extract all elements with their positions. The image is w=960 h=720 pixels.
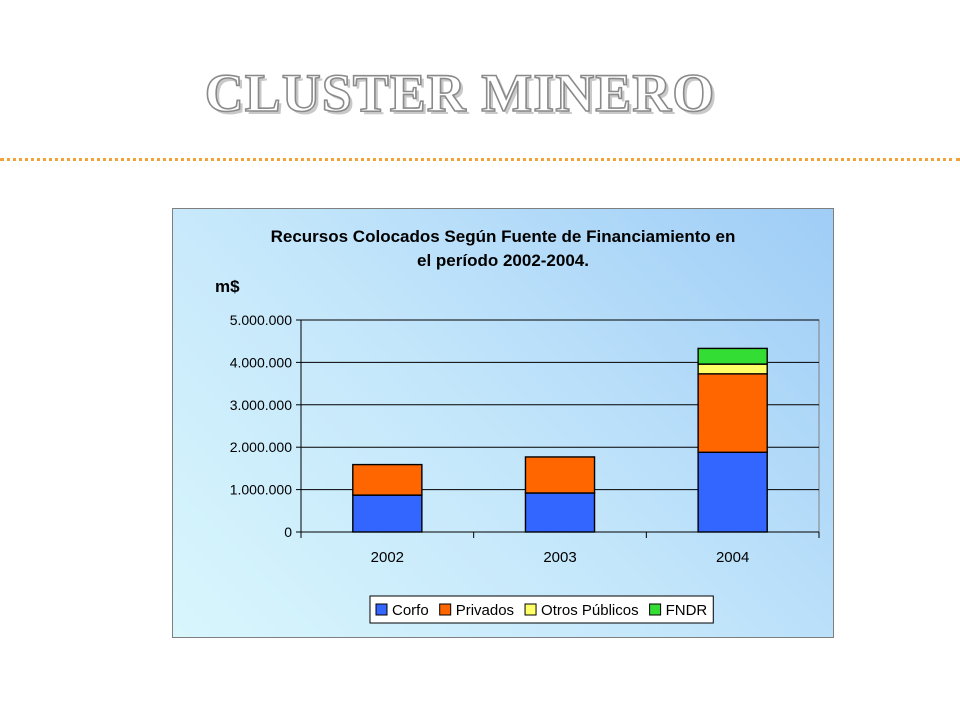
y-tick-label: 3.000.000 [230, 397, 292, 413]
chart-title-line1: Recursos Colocados Según Fuente de Finan… [271, 227, 736, 246]
y-tick-label: 4.000.000 [230, 354, 292, 370]
slide-title: CLUSTER MINERO [204, 62, 716, 124]
x-tick-label: 2002 [371, 549, 404, 566]
stacked-bar-chart: Recursos Colocados Según Fuente de Finan… [215, 227, 820, 624]
bar-privados-2003 [524, 456, 596, 494]
bar-privados-2004 [697, 373, 768, 453]
legend-swatch-privados [439, 603, 452, 616]
legend-swatch-corfo [375, 603, 388, 616]
chart-container: Recursos Colocados Según Fuente de Finan… [172, 208, 834, 638]
y-axis-label: m$ [215, 277, 240, 296]
bar-privados-2002 [352, 463, 423, 496]
legend-label-otros-p-blicos: Otros Públicos [541, 602, 639, 619]
y-tick-label: 0 [284, 524, 292, 540]
dotted-divider [0, 158, 960, 161]
legend-label-fndr: FNDR [666, 602, 708, 619]
legend-swatch-fndr [649, 603, 662, 616]
y-tick-label: 2.000.000 [230, 439, 292, 455]
bar-corfo-2004 [697, 451, 768, 533]
x-tick-label: 2004 [716, 549, 749, 566]
bar-corfo-2003 [524, 492, 596, 533]
chart-title-line2: el período 2002-2004. [417, 251, 589, 270]
legend-label-privados: Privados [456, 602, 514, 619]
y-tick-label: 5.000.000 [230, 312, 292, 328]
bar-fndr-2004 [697, 347, 768, 365]
plot-area: 0 1.000.000 2.000.000 3.000.000 4.000.000 5.0… [230, 312, 820, 566]
legend-swatch-otros-p-blicos [524, 603, 537, 616]
bar-otros-p-blicos-2004 [697, 363, 768, 375]
legend-label-corfo: Corfo [392, 602, 429, 619]
bar-corfo-2002 [352, 494, 423, 533]
x-tick-label: 2003 [543, 549, 576, 566]
legend: Corfo Privados Otros Públicos FNDR [369, 595, 714, 624]
y-tick-label: 1.000.000 [230, 482, 292, 498]
